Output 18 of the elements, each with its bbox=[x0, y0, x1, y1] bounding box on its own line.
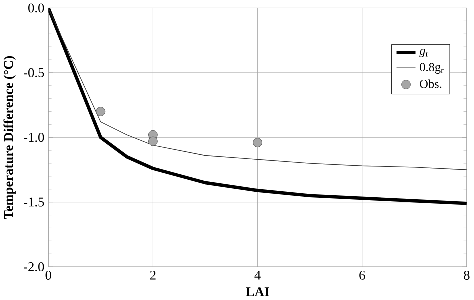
point bbox=[253, 138, 262, 148]
y-tick-label: -1.5 bbox=[24, 198, 44, 207]
legend-label: Obs. bbox=[420, 80, 442, 88]
y-tick-label: -1.0 bbox=[24, 133, 44, 142]
legend-label: 0.8g$_{r}$ bbox=[420, 63, 444, 74]
legend-label: g$_{r}$ bbox=[420, 49, 429, 58]
y-tick-label: 0.0 bbox=[28, 4, 44, 13]
x-tick-label: 8 bbox=[464, 270, 470, 280]
x-axis-title: LAI bbox=[246, 288, 270, 296]
x-tick-label: 2 bbox=[150, 270, 156, 280]
x-tick-label: 0 bbox=[46, 270, 52, 280]
y-tick-label: -0.5 bbox=[24, 68, 44, 78]
y-tick-label: -2.0 bbox=[24, 262, 44, 272]
point bbox=[96, 107, 106, 116]
x-tick-label: 4 bbox=[254, 270, 261, 280]
y-axis-title: Temperature Difference (°C) bbox=[4, 56, 16, 220]
point bbox=[148, 136, 158, 146]
x-tick-label: 6 bbox=[360, 270, 366, 280]
